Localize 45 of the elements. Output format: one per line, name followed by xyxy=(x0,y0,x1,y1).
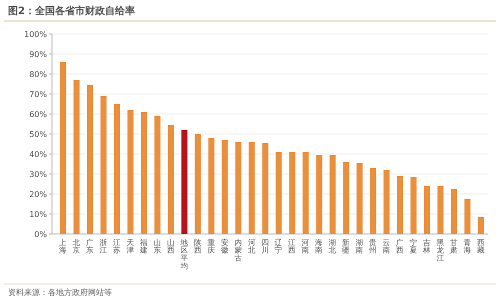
y-tick-label: 50% xyxy=(29,130,48,139)
bar xyxy=(397,176,404,234)
bar xyxy=(181,130,188,234)
bar xyxy=(208,138,214,234)
y-tick-label: 100% xyxy=(24,30,48,39)
bar xyxy=(140,112,147,234)
bar xyxy=(168,125,174,234)
bar xyxy=(450,189,457,234)
y-tick-label: 0% xyxy=(34,230,48,239)
y-tick-label: 70% xyxy=(29,90,48,99)
bar xyxy=(478,217,484,234)
bar xyxy=(410,177,417,234)
bar xyxy=(356,163,363,234)
bar xyxy=(87,85,94,234)
bar xyxy=(154,116,160,234)
y-tick-label: 20% xyxy=(29,190,48,199)
y-tick-label: 80% xyxy=(29,70,48,79)
bar xyxy=(343,162,350,234)
bar xyxy=(100,96,107,234)
bar xyxy=(194,134,201,234)
bar xyxy=(222,140,228,234)
y-tick-label: 30% xyxy=(29,170,48,179)
bar xyxy=(316,155,322,234)
bar xyxy=(276,152,282,234)
text: 资料来源：各地方政府网站等 xyxy=(8,288,112,297)
bar xyxy=(330,155,336,234)
bar xyxy=(262,143,268,234)
bar xyxy=(114,104,120,234)
y-tick-label: 10% xyxy=(29,210,48,219)
bar xyxy=(289,152,296,234)
bar xyxy=(302,152,309,234)
bar xyxy=(248,142,255,234)
bar xyxy=(464,199,470,234)
bar xyxy=(235,142,242,234)
bar xyxy=(370,168,376,234)
bar xyxy=(424,186,430,234)
y-tick-label: 90% xyxy=(29,50,48,59)
bar xyxy=(384,170,390,234)
bar xyxy=(60,62,66,234)
y-tick-label: 60% xyxy=(29,110,48,119)
bar xyxy=(127,110,134,234)
bar xyxy=(437,186,444,234)
bar xyxy=(74,80,80,234)
y-tick-label: 40% xyxy=(29,150,48,159)
chart-title: 图2：全国各省市财政自给率 xyxy=(8,5,135,17)
